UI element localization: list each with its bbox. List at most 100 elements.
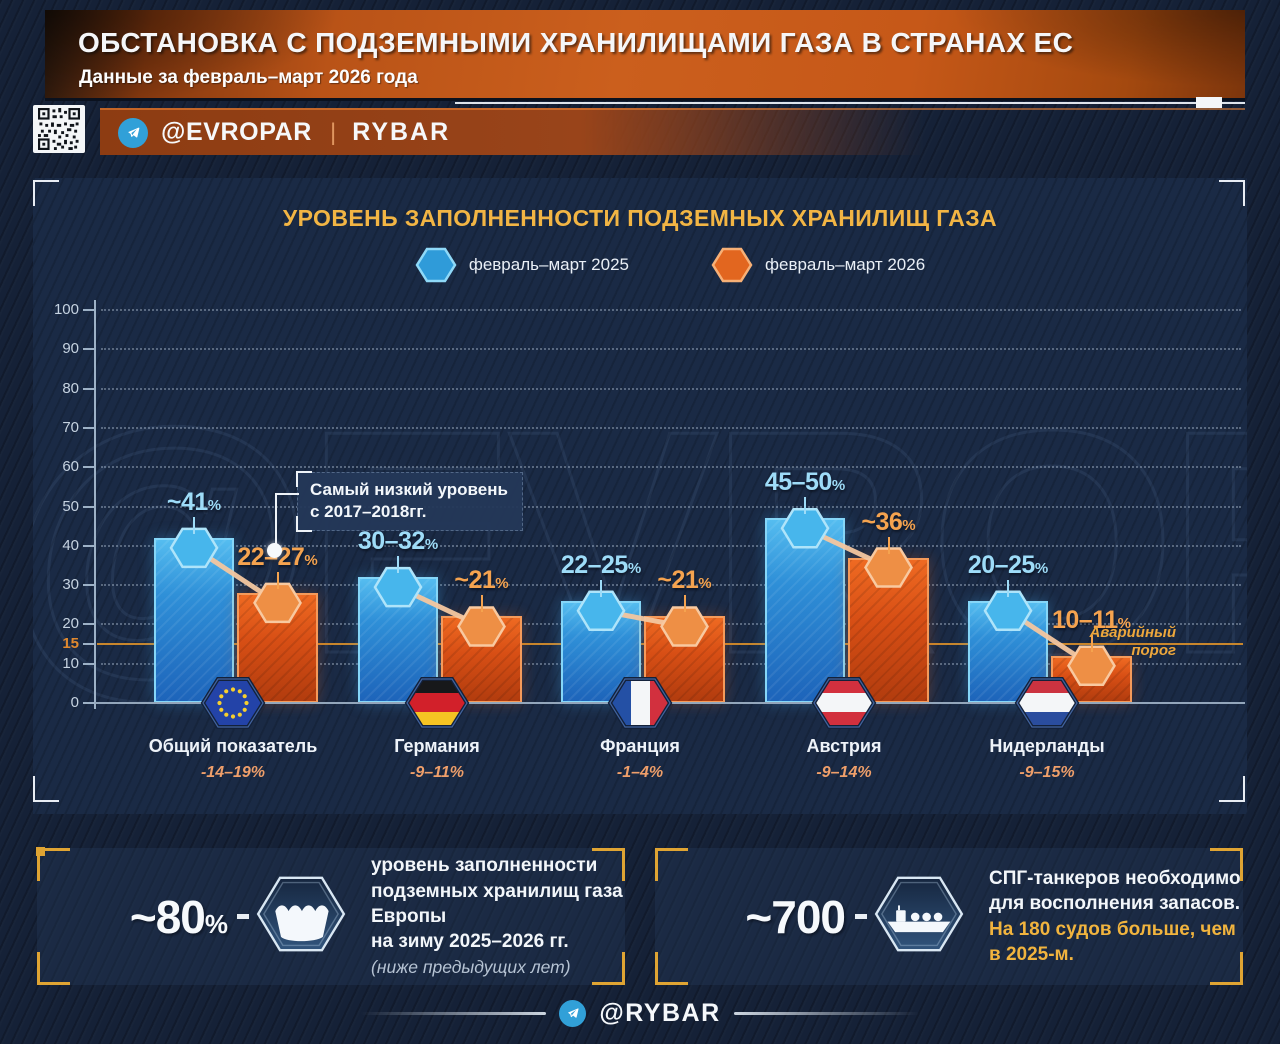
chart-legend: февраль–март 2025 февраль–март 2026 [95,247,1245,283]
y-axis-label: 0 [70,694,79,711]
delta-label-de: -9–11% [410,764,464,781]
gridline [101,584,1241,587]
marker-2025-nl [983,590,1033,631]
y-axis-label: 15 [62,635,79,653]
page-title: ОБСТАНОВКА С ПОДЗЕМНЫМИ ХРАНИЛИЩАМИ ГАЗА… [78,27,1074,58]
stat-value-storage: ~80% [129,890,228,943]
value-label-orange-nl: 10–11% [1052,605,1131,634]
value-label-tick [276,571,279,589]
y-axis-tick [83,702,94,704]
flag-at-icon [811,675,877,736]
stat-line: подземных хранилищ газа Европы [371,880,623,927]
y-axis-label: 80 [62,379,79,397]
chart-title: УРОВЕНЬ ЗАПОЛНЕННОСТИ ПОДЗЕМНЫХ ХРАНИЛИЩ… [282,205,998,231]
y-axis-line [94,300,96,709]
y-axis-tick [83,426,94,429]
gridline [101,426,1241,429]
panel-corner-top-left [33,180,59,206]
gridline [101,544,1241,547]
stat-line: на зиму 2025–2026 гг. [371,931,569,953]
annotation-connector-vertical [275,493,277,545]
stat-text-tankers: СПГ-танкеров необходимо для восполнения … [989,866,1243,967]
y-axis-tick [83,466,94,469]
y-axis-label: 70 [62,418,79,436]
stat-line: уровень заполненности [371,855,598,877]
y-axis-label: 30 [62,576,79,594]
legend-hexagon-orange-icon [711,247,753,283]
stat-note: (ниже предыдущих лет) [371,957,571,978]
value-label-tick [683,595,686,613]
trend-connectors [169,507,1116,687]
plot-area: 010152030405060708090100~41%22–27%30–32%… [54,300,1245,729]
footer: @RYBAR [0,996,1280,1030]
threshold-label: Аварийный порог [1089,624,1176,659]
value-label-orange-at: ~36% [861,507,916,536]
legend-label-2026: февраль–март 2026 [765,255,926,274]
y-axis-tick [83,505,94,508]
card-corner-top-right [592,848,625,881]
y-axis-label: 50 [62,497,79,515]
panel-corner-bottom-right [1219,776,1245,802]
marker-2026-nl [1067,645,1116,687]
y-axis-label: 10 [62,654,79,672]
stat-card-tankers: ~700 СПГ-танкеров необходимо для восполн… [655,848,1243,985]
stat-connector-dash [855,914,867,919]
value-label-tick [1090,634,1093,652]
marker-2026-eu [253,582,302,624]
panel-corner-bottom-left [33,776,59,802]
marker-2026-fr [660,606,709,647]
annotation-line2: с 2017–2018гг. [310,502,427,522]
flag-nl-icon [1014,675,1080,736]
y-axis-tick [83,348,94,351]
stat-connector-dash [237,914,249,919]
stat-line: для восполнения запасов. [989,893,1241,915]
marker-2026-de [457,606,506,647]
card-corner-bottom-left [655,952,688,985]
card-corner-dot [36,847,45,856]
card-corner-top-left [655,848,688,881]
value-label-tick [397,556,399,574]
value-label-blue-nl: 20–25% [967,550,1049,579]
value-label-tick [600,579,602,597]
header-divider-light [455,102,1245,104]
country-label-eu: Общий показатель [148,736,318,756]
country-label-nl: Нидерланды [989,736,1105,756]
value-label-orange-fr: ~21% [657,566,712,595]
y-axis-tick [83,387,94,390]
y-axis-label: 40 [62,536,79,554]
y-axis-tick [83,623,94,626]
lng-tanker-icon [873,874,965,959]
marker-2025-at [780,507,830,549]
footer-line-left [361,1011,547,1015]
country-label-fr: Франция [600,736,680,756]
page-subtitle: Данные за февраль–март 2026 года [79,67,418,88]
value-label-tick [887,536,890,554]
flag-fr-icon [607,675,673,736]
delta-label-eu: -14–19% [200,764,266,781]
y-axis-tick [83,643,94,646]
footer-line-right [733,1011,919,1015]
bar-feb-mar-2026-at [848,557,929,703]
gridline [101,466,1241,469]
x-axis-labels: Общий показатель -14–19% Германия -9–11% Фра… [95,703,1245,798]
gridline [101,348,1241,351]
y-axis-label: 90 [62,340,79,358]
country-label-at: Австрия [806,736,882,756]
stat-highlight: На 180 судов больше, чем в 2025-м. [989,918,1236,965]
y-axis-tick [83,584,94,587]
card-corner-top-right [1210,848,1243,881]
delta-label-nl: -9–15% [1019,764,1075,781]
value-label-blue-at: 45–50% [764,468,846,497]
telegram-icon [559,999,587,1027]
legend-item-2025: февраль–март 2025 [415,247,629,283]
value-label-tick [1007,579,1009,597]
qr-code-icon [38,108,80,150]
social-handle: @EVROPAR [161,118,312,146]
card-corner-top-left [36,847,70,881]
flag-eu-icon [200,675,266,736]
value-label-blue-fr: 22–25% [560,550,642,579]
social-separator: | [329,118,337,146]
marker-2026-at [864,547,913,588]
annotation-line1: Самый низкий уровень [310,480,508,499]
annotation-connector-dot [267,543,282,558]
